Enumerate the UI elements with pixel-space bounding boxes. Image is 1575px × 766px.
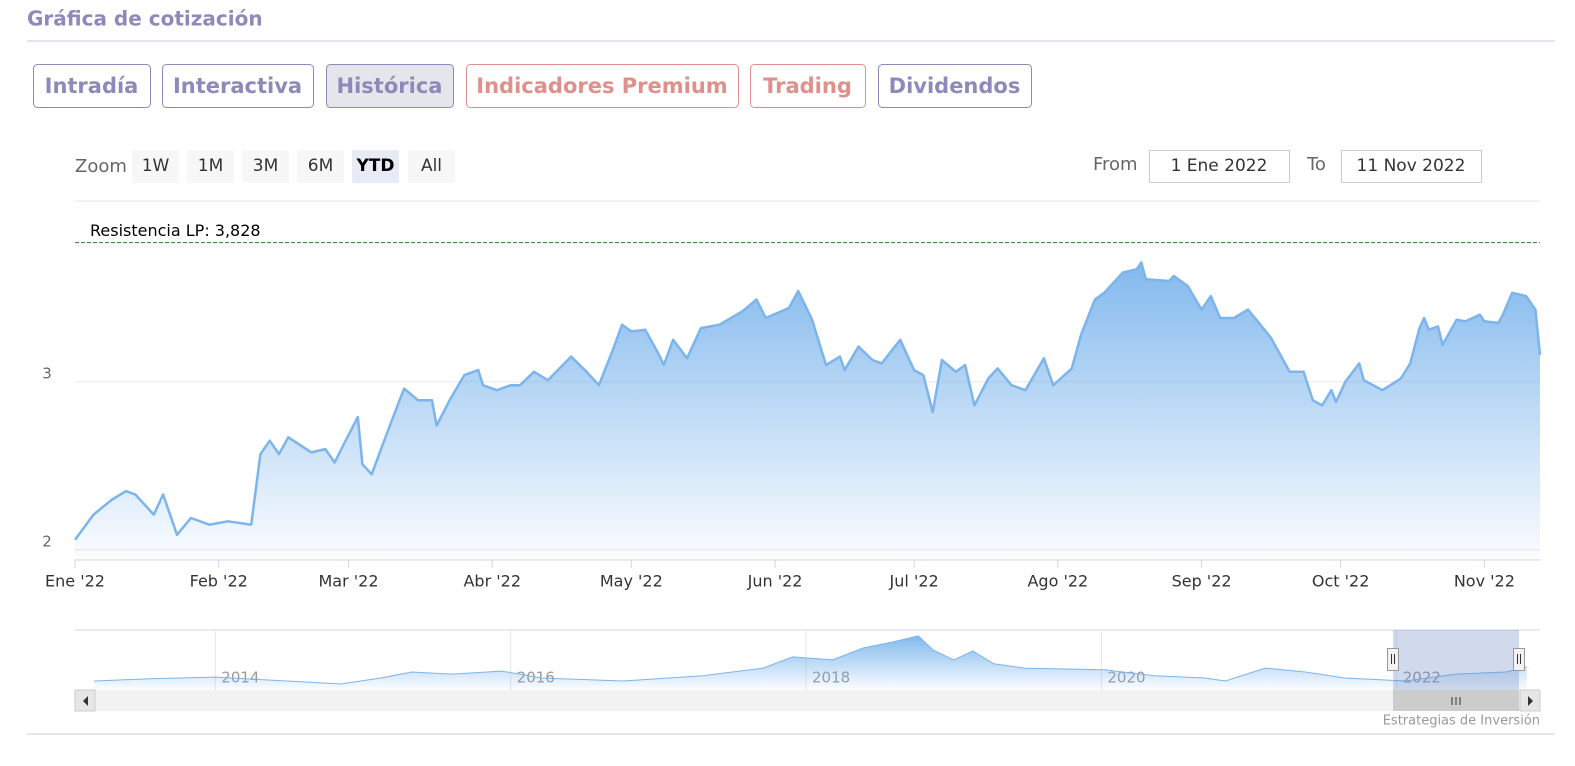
tab-box [750, 64, 866, 108]
x-tick-label: Ene '22 [45, 572, 105, 591]
tab-box [33, 64, 151, 108]
to-input[interactable] [1341, 150, 1482, 183]
from-label: From [1093, 154, 1138, 175]
resistance-label: Resistencia LP: 3,828 [90, 221, 261, 240]
tab-box [878, 64, 1032, 108]
tab[interactable]: Histórica [326, 64, 454, 108]
tab-box [326, 64, 454, 108]
arrow-left [83, 696, 88, 706]
zoom-button-box [408, 150, 455, 183]
tab[interactable]: Dividendos [878, 64, 1032, 108]
zoom-button-box [297, 150, 344, 183]
x-tick-label: Feb '22 [190, 572, 248, 591]
x-tick-label: Mar '22 [319, 572, 379, 591]
tab-label: Trading [763, 74, 852, 98]
x-tick-label: May '22 [600, 572, 663, 591]
zoom-button[interactable]: YTD [352, 150, 399, 183]
zoom-button-box [187, 150, 234, 183]
zoom-button-label: 1M [198, 156, 223, 176]
credit[interactable]: Estrategias de Inversión [1383, 714, 1540, 729]
zoom-button[interactable]: 1W [132, 150, 179, 183]
zoom-button-box [242, 150, 289, 183]
zoom-button-label: 6M [308, 156, 333, 176]
to-value: 11 Nov 2022 [1357, 156, 1466, 176]
scrollbar-track [75, 690, 1540, 711]
tab[interactable]: Interactiva [162, 64, 314, 108]
x-tick-label: Oct '22 [1312, 572, 1370, 591]
tab[interactable]: Trading [750, 64, 866, 108]
x-tick-label: Nov '22 [1454, 572, 1515, 591]
navigator-handle[interactable] [1513, 648, 1525, 671]
zoom-button-label: All [421, 156, 442, 176]
y-tick-label: 3 [42, 364, 52, 382]
x-tick-label: Sep '22 [1172, 572, 1232, 591]
x-tick-label: Abr '22 [463, 572, 521, 591]
to-label: To [1306, 154, 1326, 175]
x-tick-label: Jul '22 [889, 572, 939, 591]
zoom-button[interactable]: 6M [297, 150, 344, 183]
tab-label: Histórica [337, 74, 443, 98]
tab-label: Intradía [45, 74, 139, 98]
handle-grip [1391, 654, 1395, 664]
x-tick-label: Jun '22 [747, 572, 803, 591]
zoom-button-label: YTD [355, 156, 394, 176]
zoom-button[interactable]: All [408, 150, 455, 183]
tab[interactable]: Intradía [33, 64, 151, 108]
zoom-button[interactable]: 3M [242, 150, 289, 183]
zoom-button-box [132, 150, 179, 183]
section-title: Gráfica de cotización [27, 7, 263, 31]
navigator-handle[interactable] [1387, 648, 1399, 671]
x-tick-label: Ago '22 [1027, 572, 1088, 591]
zoom-button[interactable]: 1M [187, 150, 234, 183]
zoom-label: Zoom [75, 156, 127, 177]
zoom-button-label: 1W [142, 156, 170, 176]
tab[interactable]: Indicadores Premium [466, 64, 739, 108]
zoom-button-box [352, 150, 399, 183]
tab-box [162, 64, 314, 108]
tab-label: Indicadores Premium [476, 74, 727, 98]
tab-label: Dividendos [889, 74, 1021, 98]
tab-label: Interactiva [173, 74, 302, 98]
scrollbar-grip [1451, 697, 1461, 705]
from-input[interactable] [1149, 150, 1290, 183]
arrow-right [1528, 696, 1533, 706]
navigator-selection[interactable] [1393, 630, 1519, 690]
zoom-button-label: 3M [253, 156, 278, 176]
handle-grip [1517, 654, 1521, 664]
tab-box [466, 64, 739, 108]
price-line [73, 261, 1542, 541]
price-line [94, 635, 1527, 685]
area-fill [75, 262, 1540, 560]
y-tick-label: 2 [42, 532, 52, 550]
from-value: 1 Ene 2022 [1171, 156, 1268, 176]
